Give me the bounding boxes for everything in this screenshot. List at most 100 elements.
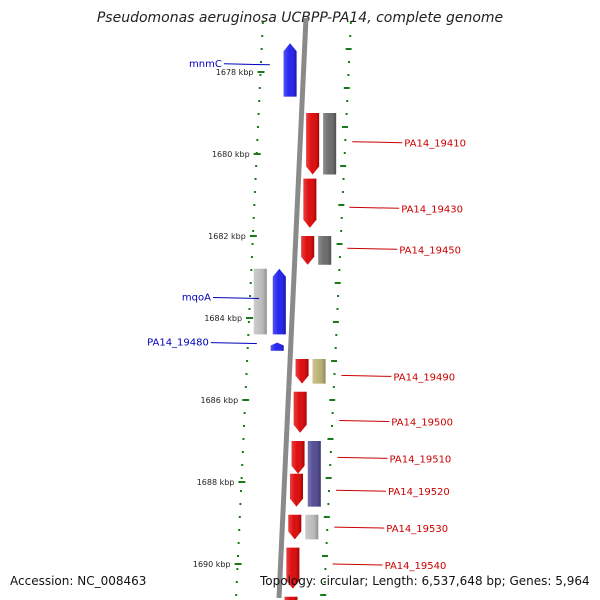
guide-dot xyxy=(346,100,349,102)
guide-dot xyxy=(246,347,249,349)
guide-dot xyxy=(349,35,352,37)
guide-dot xyxy=(242,438,245,440)
guide-dot xyxy=(248,308,251,310)
guide-dash xyxy=(327,438,334,440)
page-title: Pseudomonas aeruginosa UCBPP-PA14, compl… xyxy=(96,10,504,26)
guide-dot xyxy=(344,139,347,141)
guide-dot xyxy=(235,594,238,596)
gene-label-forward: PA14_19450 xyxy=(399,245,461,256)
guide-dot xyxy=(332,386,335,388)
gene-features xyxy=(253,43,337,600)
gene-shading xyxy=(291,441,305,474)
guide-dot xyxy=(241,464,244,466)
tick-mark xyxy=(238,481,246,483)
gene-label-reverse: mqoA xyxy=(182,293,211,304)
coordinate-ticks: 1678 kbp 1680 kbp 1682 kbp 1684 kbp 1686 kbp… xyxy=(193,68,265,569)
gene-shading xyxy=(303,178,317,228)
gene-shading xyxy=(312,359,326,384)
gene-label-forward: PA14_19520 xyxy=(388,487,450,498)
gene-shading xyxy=(307,441,321,507)
guide-dash xyxy=(332,321,339,323)
guide-dot xyxy=(251,243,254,245)
guide-dot xyxy=(343,152,346,154)
tick-mark xyxy=(257,71,265,73)
guide-dot xyxy=(235,581,238,583)
guide-dot xyxy=(256,139,259,141)
leader-line xyxy=(332,563,383,566)
guide-dot xyxy=(347,61,350,63)
leader-line xyxy=(339,420,390,422)
leader-line xyxy=(337,456,388,459)
tick-label: 1684 kbp xyxy=(204,314,242,323)
guide-dash xyxy=(320,594,327,596)
guide-dot xyxy=(333,373,336,375)
leader-line xyxy=(212,297,259,299)
tick-label: 1680 kbp xyxy=(212,150,250,159)
guide-dot xyxy=(334,347,337,349)
guide-dash xyxy=(329,399,336,401)
guide-dot xyxy=(260,48,263,50)
tick-label: 1686 kbp xyxy=(201,396,239,405)
guide-dot xyxy=(324,568,327,570)
guide-dot xyxy=(325,542,328,544)
guide-dash xyxy=(341,126,348,128)
gene-label-forward: PA14_19500 xyxy=(391,418,453,429)
guide-dot xyxy=(261,35,264,37)
guide-dot xyxy=(323,581,326,583)
guide-dot xyxy=(337,295,340,297)
guide-dot xyxy=(347,74,350,76)
guide-dot xyxy=(237,555,240,557)
guide-dot xyxy=(244,386,247,388)
guide-dot xyxy=(240,490,243,492)
gene-label-reverse: PA14_19480 xyxy=(147,338,209,349)
guide-dot xyxy=(257,113,260,115)
gene-label-forward: PA14_19540 xyxy=(385,561,447,572)
accession-text: Accession: NC_008463 xyxy=(10,574,147,588)
guide-dash xyxy=(338,204,345,206)
genome-backbone xyxy=(276,17,309,599)
guide-dot xyxy=(327,503,330,505)
gene-shading xyxy=(305,514,319,540)
leader-line xyxy=(336,489,387,492)
guide-dot xyxy=(243,425,246,427)
guide-dot xyxy=(250,269,253,271)
tick-mark xyxy=(249,235,257,237)
guide-dot xyxy=(252,217,255,219)
tick-label: 1688 kbp xyxy=(197,478,235,487)
gene-shading xyxy=(290,473,304,507)
gene-shading xyxy=(301,236,315,265)
leader-line xyxy=(334,526,385,529)
gene-shading xyxy=(293,391,307,433)
guide-dot xyxy=(247,334,250,336)
guide-dot xyxy=(340,217,343,219)
guide-dot xyxy=(335,334,338,336)
tick-label: 1690 kbp xyxy=(193,560,231,569)
guide-dot xyxy=(253,191,256,193)
guide-dash xyxy=(343,87,350,89)
tick-mark xyxy=(242,399,250,401)
guide-dot xyxy=(342,178,345,180)
gene-label-forward: PA14_19410 xyxy=(404,139,466,150)
guide-dash xyxy=(340,165,347,167)
guide-dot xyxy=(246,360,249,362)
gene-shading xyxy=(323,113,337,175)
leader-line xyxy=(341,374,392,377)
guide-dash xyxy=(345,48,352,50)
guide-dot xyxy=(253,204,256,206)
guide-dot xyxy=(250,256,253,258)
gene-shading xyxy=(253,268,267,335)
gene-label-forward: PA14_19530 xyxy=(386,524,448,535)
guide-dot xyxy=(261,22,264,24)
gene-shading xyxy=(286,547,300,589)
gene-label-forward: PA14_19430 xyxy=(401,204,463,215)
guide-dot xyxy=(259,61,262,63)
gene-label-reverse: mnmC xyxy=(189,59,222,70)
guide-dot xyxy=(249,282,252,284)
guide-dot xyxy=(338,269,341,271)
guide-dot xyxy=(255,165,258,167)
guide-dot xyxy=(258,87,261,89)
tick-label: 1678 kbp xyxy=(216,68,254,77)
guide-dot xyxy=(331,412,334,414)
guide-dot xyxy=(256,126,259,128)
gene-shading xyxy=(306,113,320,175)
